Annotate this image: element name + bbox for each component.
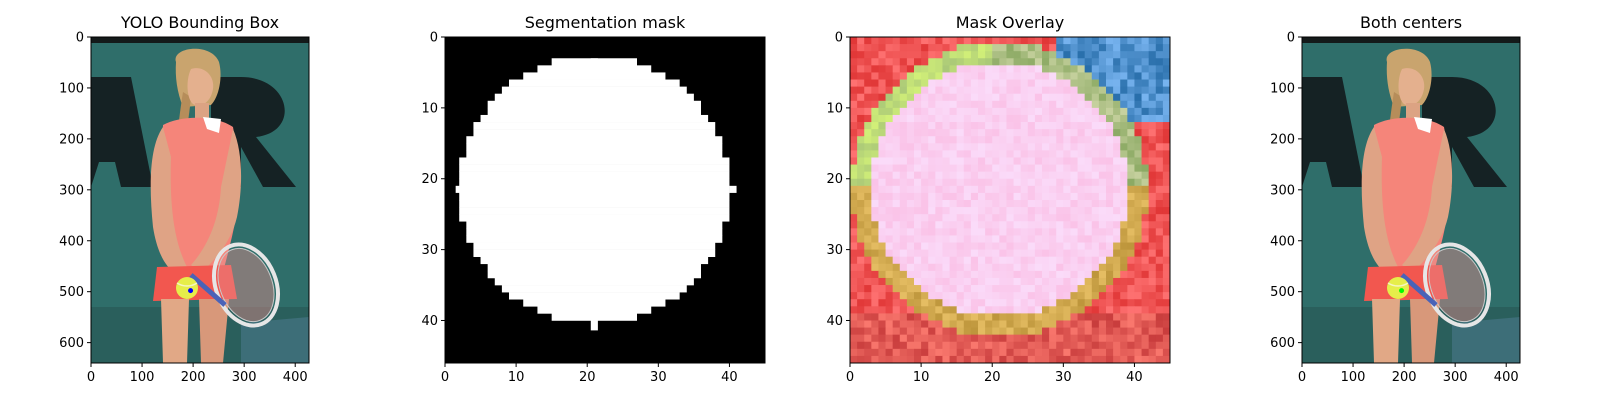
x-tick-label: 200 [1392,370,1417,385]
y-tick-label: 10 [826,101,843,116]
x-tick-label: 100 [130,370,155,385]
subplot-title: Segmentation mask [525,13,686,32]
image-tennis-player [91,37,309,363]
y-tick-label: 500 [1270,285,1295,300]
y-tick-label: 300 [1270,183,1295,198]
y-tick-label: 0 [430,31,438,46]
y-tick-label: 400 [59,234,84,249]
x-tick-label: 20 [579,370,596,385]
subplot-4: Both centers 0 100 200 300 400 0 100 200 300 400 50… [1270,13,1521,385]
y-tick-label: 100 [59,81,84,96]
y-tick-label: 40 [826,314,843,329]
y-tick-label: 0 [76,31,84,46]
x-tick-label: 400 [283,370,308,385]
subplot-2: Segmentation mask 0 10 20 30 40 0 10 20 30 40 [421,13,766,385]
y-tick-label: 400 [1270,234,1295,249]
subplot-1: YOLO Bounding Box 0 100 200 300 400 0 100 200 300… [59,13,310,385]
y-tick-label: 0 [835,31,843,46]
y-tick-label: 10 [421,101,438,116]
x-tick-label: 20 [984,370,1001,385]
axes-frame [1301,36,1521,364]
y-tick-label: 300 [59,183,84,198]
y-tick-label: 0 [1287,31,1295,46]
x-tick-label: 10 [508,370,525,385]
x-tick-label: 300 [232,370,257,385]
y-tick-label: 500 [59,285,84,300]
y-tick-label: 600 [1270,336,1295,351]
y-tick-label: 200 [59,132,84,147]
y-tick-label: 20 [421,172,438,187]
axes-frame [444,36,766,364]
image-tennis-player [1302,37,1520,363]
x-tick-label: 0 [1298,370,1306,385]
y-tick-label: 100 [1270,81,1295,96]
subplot-3: Mask Overlay 0 10 20 30 40 0 10 20 30 40 [826,13,1171,385]
x-tick-label: 0 [87,370,95,385]
image-binary-mask [445,37,765,363]
subplot-title: Mask Overlay [956,13,1065,32]
x-tick-label: 300 [1443,370,1468,385]
x-tick-label: 100 [1341,370,1366,385]
subplot-title: Both centers [1360,13,1462,32]
x-tick-label: 40 [1126,370,1143,385]
center-marker [1399,288,1405,294]
x-tick-label: 0 [441,370,449,385]
x-tick-label: 0 [846,370,854,385]
axes-frame [849,36,1171,364]
x-tick-label: 30 [650,370,667,385]
image-pixelated-ball-overlay [850,37,1170,363]
y-tick-label: 200 [1270,132,1295,147]
y-tick-label: 600 [59,336,84,351]
center-marker [188,288,194,294]
y-tick-label: 30 [826,243,843,258]
subplot-title: YOLO Bounding Box [120,13,279,32]
x-tick-label: 40 [721,370,738,385]
y-tick-label: 40 [421,314,438,329]
axes-frame [90,36,310,364]
x-tick-label: 10 [913,370,930,385]
x-tick-label: 30 [1055,370,1072,385]
x-tick-label: 200 [181,370,206,385]
y-tick-label: 30 [421,243,438,258]
y-tick-label: 20 [826,172,843,187]
x-tick-label: 400 [1494,370,1519,385]
